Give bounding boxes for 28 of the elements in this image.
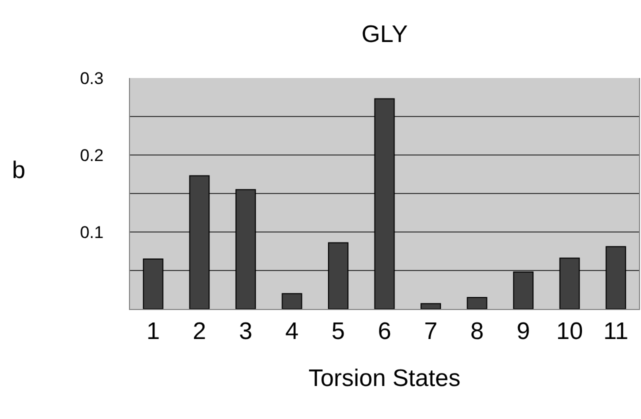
chart-title: GLY bbox=[361, 20, 408, 48]
x-tick-label: 5 bbox=[332, 318, 345, 345]
x-tick-label: 4 bbox=[285, 318, 299, 345]
x-tick-label: 2 bbox=[192, 318, 206, 345]
x-tick-label: 7 bbox=[424, 318, 438, 345]
x-tick-label: 1 bbox=[146, 318, 160, 345]
bar bbox=[142, 258, 164, 309]
bar bbox=[235, 189, 256, 309]
bar bbox=[189, 175, 210, 309]
x-tick-label: 3 bbox=[239, 318, 252, 345]
x-tick-label: 8 bbox=[470, 318, 484, 345]
y-tick-label: 0.1 bbox=[80, 222, 104, 242]
bar bbox=[513, 272, 534, 309]
x-tick-label: 10 bbox=[556, 318, 583, 345]
x-axis-title: Torsion States bbox=[308, 365, 461, 392]
bar bbox=[374, 98, 395, 309]
y-axis-title: b bbox=[12, 157, 26, 184]
bar bbox=[559, 258, 580, 309]
bar bbox=[606, 246, 626, 309]
y-tick-label: 0.2 bbox=[80, 146, 104, 165]
bar bbox=[282, 293, 302, 309]
y-tick-label: 0.3 bbox=[80, 68, 104, 88]
bar bbox=[466, 296, 488, 309]
bar bbox=[328, 242, 348, 309]
x-tick-label: 9 bbox=[516, 318, 530, 345]
x-tick-label: 6 bbox=[378, 318, 392, 345]
x-tick-label: 11 bbox=[603, 318, 628, 345]
bar bbox=[420, 303, 441, 309]
